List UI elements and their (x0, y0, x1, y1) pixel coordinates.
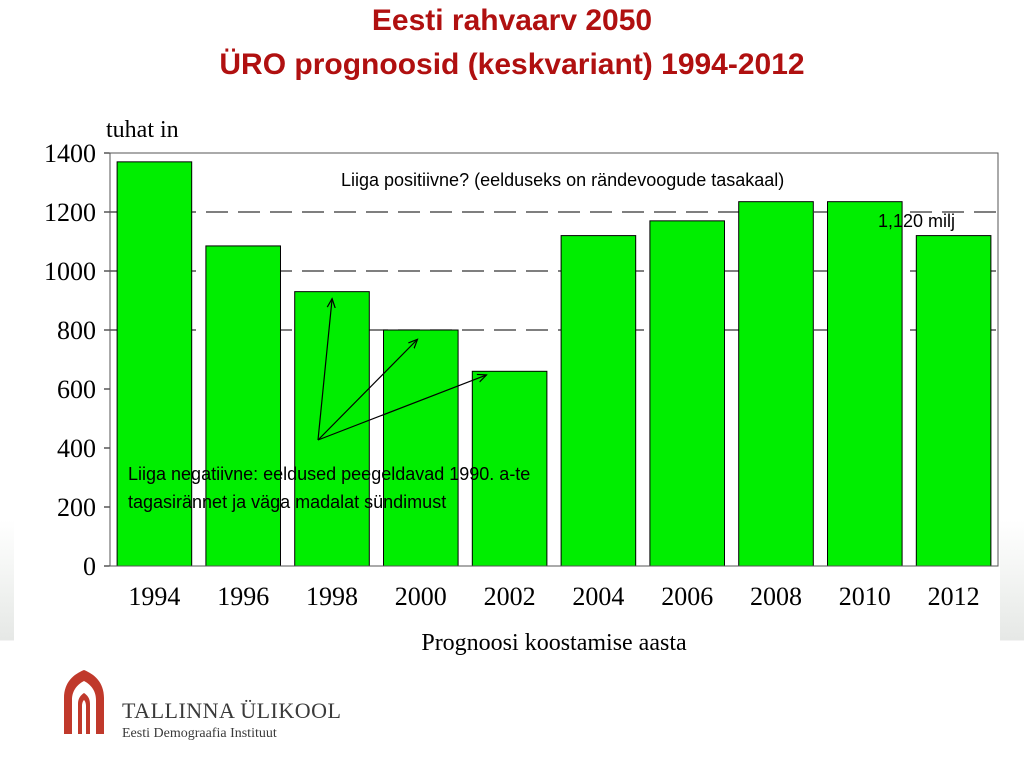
y-axis-ticks: 0 200 400 600 800 1000 1200 1400 (44, 139, 110, 581)
y-tick-label: 0 (83, 552, 96, 581)
x-tick-label: 2006 (661, 582, 713, 611)
x-tick-label: 1998 (306, 582, 358, 611)
bar (827, 201, 903, 567)
y-tick-label: 1400 (44, 139, 96, 168)
bar (383, 329, 459, 567)
x-tick-label: 1994 (128, 582, 180, 611)
x-axis-label: Prognoosi koostamise aasta (421, 630, 687, 656)
x-tick-label: 2008 (750, 582, 802, 611)
bar (560, 235, 637, 567)
annotation-arrow (317, 340, 417, 441)
annotation-arrow (317, 300, 332, 441)
organization-name: TALLINNA ÜLIKOOL (122, 698, 342, 723)
bar (294, 291, 370, 567)
chart-panel: 0 200 400 600 800 1000 1200 1400 1994 1996 1998 20… (14, 104, 1000, 660)
x-tick-label: 2002 (484, 582, 536, 611)
annotation-negative-line1: Liiga negatiivne: eeldused peegeldavad 1… (128, 464, 530, 484)
x-tick-label: 2004 (572, 582, 624, 611)
bar (205, 245, 281, 567)
x-tick-label: 1996 (217, 582, 269, 611)
plot-frame (109, 152, 999, 567)
bars (116, 161, 992, 567)
bar-chart: 0 200 400 600 800 1000 1200 1400 1994 1996 1998 20… (44, 117, 999, 656)
y-tick-label: 800 (57, 316, 96, 345)
bar (471, 370, 548, 567)
x-tick-label: 2000 (395, 582, 447, 611)
y-tick-label: 1200 (44, 198, 96, 227)
arch-logo-icon (64, 670, 104, 734)
annotation-arrow (317, 375, 486, 441)
slide-title: Eesti rahvaarv 2050 (371, 4, 653, 37)
bar (915, 235, 992, 567)
y-tick-label: 600 (57, 375, 96, 404)
y-tick-label: 200 (57, 493, 96, 522)
annotation-negative-line2: tagasirännet ja väga madalat sündimust (128, 492, 446, 512)
slide-subtitle: ÜRO prognoosid (keskvariant) 1994-2012 (219, 48, 805, 81)
bar (738, 201, 814, 567)
annotation-positive: Liiga positiivne? (eelduseks on rändevoo… (341, 170, 784, 190)
y-axis-label: tuhat in (106, 117, 179, 143)
x-tick-label: 2010 (839, 582, 891, 611)
bar (649, 220, 725, 567)
x-axis-ticks: 1994 1996 1998 2000 2002 2004 2006 2008 2010 2012 (128, 582, 979, 611)
organization-subtitle: Eesti Demograafia Instituut (122, 726, 277, 741)
y-tick-label: 400 (57, 434, 96, 463)
x-tick-label: 2012 (928, 582, 980, 611)
y-tick-label: 1000 (44, 257, 96, 286)
annotation-value-label: 1,120 milj (878, 211, 955, 231)
annotation-arrows (317, 300, 486, 441)
bar (116, 161, 193, 567)
